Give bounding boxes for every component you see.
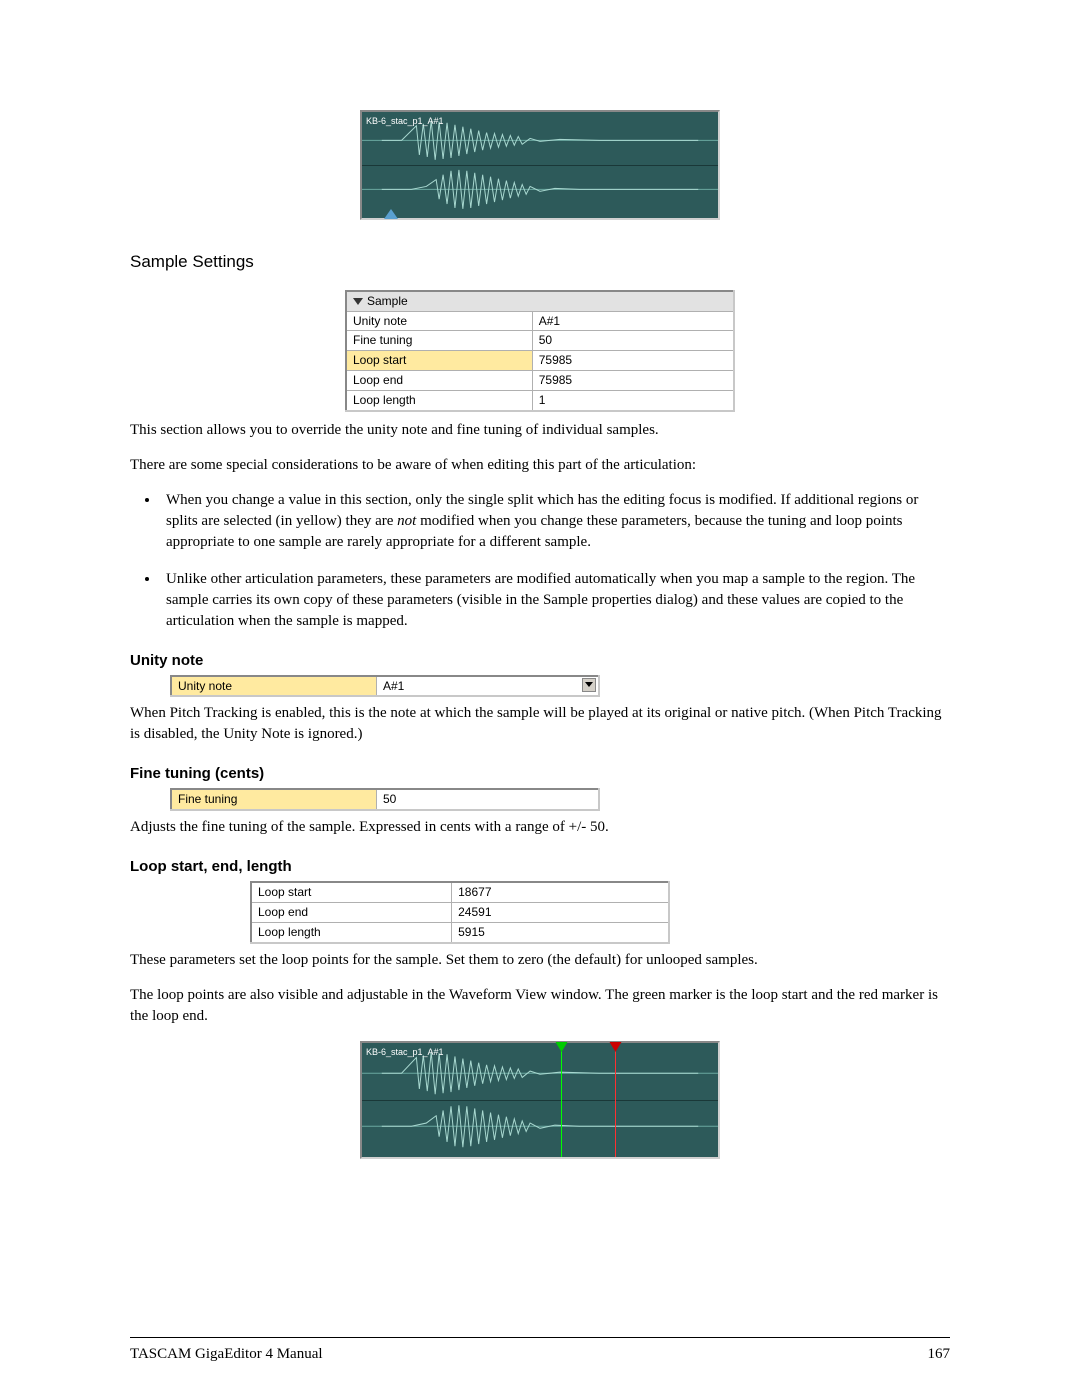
body-text: These parameters set the loop points for… — [130, 950, 950, 971]
body-text: Adjusts the fine tuning of the sample. E… — [130, 817, 950, 838]
waveform-channel-right — [362, 165, 718, 214]
table-row: Loop start75985 — [346, 351, 734, 371]
table-row: Loop end75985 — [346, 370, 734, 390]
prop-label: Fine tuning — [346, 331, 532, 351]
prop-value[interactable]: 50 — [376, 789, 599, 810]
waveform-view-markers: KB-6_stac_p1_A#1 — [360, 1041, 720, 1159]
prop-value[interactable]: 18677 — [452, 882, 669, 902]
prop-label: Loop length — [346, 390, 532, 410]
waveform-view-top: KB-6_stac_p1_A#1 — [360, 110, 720, 220]
prop-value[interactable]: 50 — [532, 331, 734, 351]
table-row: Fine tuning 50 — [171, 789, 599, 810]
sample-settings-table: Sample Unity noteA#1 Fine tuning50 Loop … — [345, 290, 735, 412]
body-text: This section allows you to override the … — [130, 420, 950, 441]
prop-label: Loop start — [346, 351, 532, 371]
prop-label: Fine tuning — [171, 789, 376, 810]
sample-table-header[interactable]: Sample — [346, 291, 734, 311]
prop-value[interactable]: 75985 — [532, 351, 734, 371]
table-row: Loop start18677 — [251, 882, 669, 902]
loop-start-handle-icon[interactable] — [556, 1042, 568, 1052]
body-text: There are some special considerations to… — [130, 455, 950, 476]
prop-label: Unity note — [171, 676, 376, 697]
table-row: Loop length1 — [346, 390, 734, 410]
body-text: When Pitch Tracking is enabled, this is … — [130, 703, 950, 745]
prop-label: Loop length — [251, 922, 452, 942]
table-row: Fine tuning50 — [346, 331, 734, 351]
prop-label: Unity note — [346, 311, 532, 331]
subheading-fine: Fine tuning (cents) — [130, 763, 950, 784]
footer-doc-title: TASCAM GigaEditor 4 Manual — [130, 1344, 323, 1365]
loop-end-handle-icon[interactable] — [609, 1042, 621, 1052]
table-row: Loop end24591 — [251, 902, 669, 922]
list-item: Unlike other articulation parameters, th… — [160, 569, 950, 632]
list-item: When you change a value in this section,… — [160, 490, 950, 553]
page-footer: TASCAM GigaEditor 4 Manual 167 — [130, 1337, 950, 1365]
unity-note-table: Unity note A#1 — [170, 675, 600, 698]
footer-page-number: 167 — [928, 1344, 951, 1365]
waveform-bottom-handle[interactable] — [384, 209, 398, 219]
prop-value[interactable]: 1 — [532, 390, 734, 410]
table-row: Unity noteA#1 — [346, 311, 734, 331]
dropdown-icon[interactable] — [582, 678, 596, 692]
section-heading: Sample Settings — [130, 250, 950, 274]
prop-value[interactable]: 5915 — [452, 922, 669, 942]
prop-label: Loop end — [346, 370, 532, 390]
loop-start-marker[interactable] — [561, 1043, 562, 1157]
collapse-icon[interactable] — [353, 298, 363, 305]
table-row: Unity note A#1 — [171, 676, 599, 697]
bullet-list: When you change a value in this section,… — [160, 490, 950, 632]
prop-value[interactable]: A#1 — [376, 676, 599, 697]
waveform-label: KB-6_stac_p1_A#1 — [366, 115, 444, 128]
prop-value[interactable]: 24591 — [452, 902, 669, 922]
prop-value[interactable]: 75985 — [532, 370, 734, 390]
loop-table: Loop start18677 Loop end24591 Loop lengt… — [250, 881, 670, 943]
waveform-channel-right — [362, 1100, 718, 1152]
fine-tuning-table: Fine tuning 50 — [170, 788, 600, 811]
body-text: The loop points are also visible and adj… — [130, 985, 950, 1027]
prop-value[interactable]: A#1 — [532, 311, 734, 331]
waveform-label: KB-6_stac_p1_A#1 — [366, 1046, 444, 1059]
prop-label: Loop end — [251, 902, 452, 922]
subheading-unity: Unity note — [130, 650, 950, 671]
prop-label: Loop start — [251, 882, 452, 902]
subheading-loop: Loop start, end, length — [130, 856, 950, 877]
table-row: Loop length5915 — [251, 922, 669, 942]
loop-end-marker[interactable] — [615, 1043, 616, 1157]
